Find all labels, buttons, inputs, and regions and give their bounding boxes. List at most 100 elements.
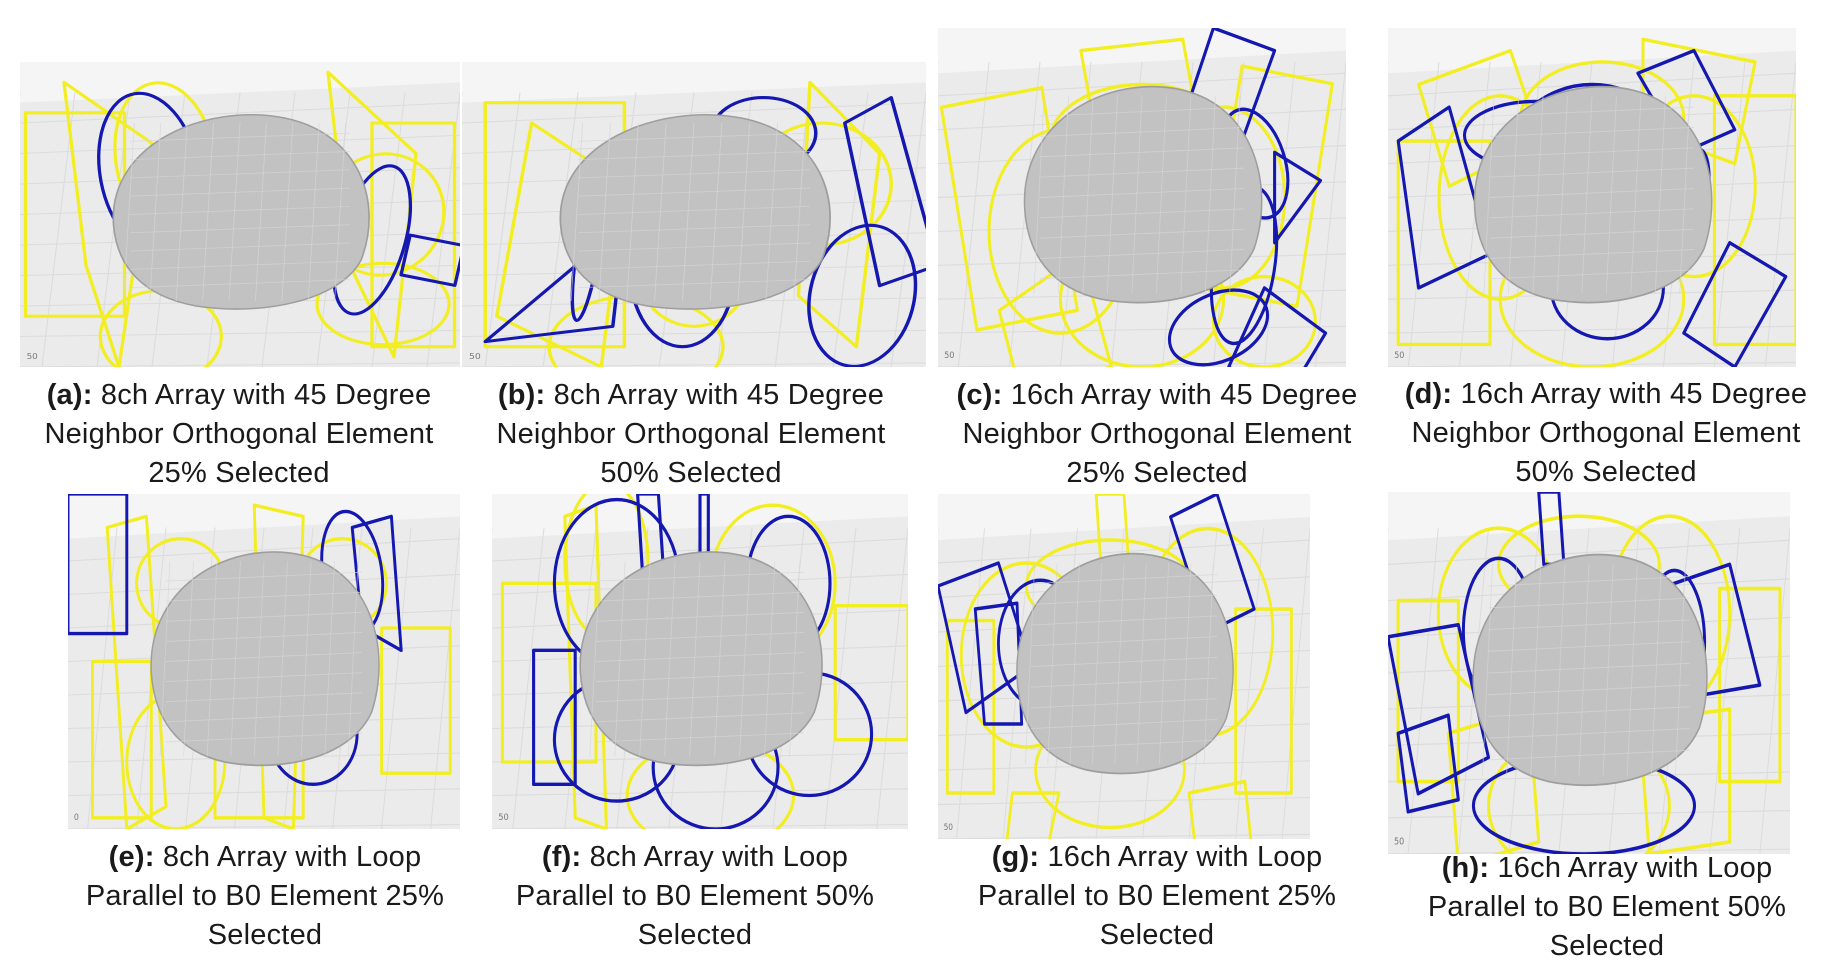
mesh-line	[681, 122, 695, 301]
selected-coil-loop	[973, 601, 1024, 726]
mesh-line	[1489, 106, 1695, 117]
mesh-line	[165, 591, 363, 602]
head-model	[579, 551, 823, 767]
caption-line: Neighbor Orthogonal Element	[962, 418, 1352, 450]
caption-line: Selected	[1549, 930, 1665, 962]
mesh-line	[1039, 269, 1245, 280]
mesh-line	[595, 672, 805, 683]
mesh-line	[1602, 564, 1614, 776]
mesh-line	[129, 242, 351, 252]
mesh-line	[1650, 564, 1662, 776]
mesh-line	[122, 122, 135, 301]
brain-surface	[112, 114, 370, 310]
unselected-coil-loop	[62, 80, 154, 367]
mesh-line	[1489, 269, 1695, 280]
mesh-line	[1039, 188, 1245, 198]
caption-line: 16ch Array with Loop	[1047, 841, 1323, 873]
mesh-line	[1626, 564, 1638, 776]
coil-array-render-b: 50	[462, 62, 926, 367]
caption-line: Neighbor Orthogonal Element	[1411, 417, 1801, 449]
head-model	[1472, 553, 1708, 787]
grid-line	[1388, 325, 1796, 334]
mesh-line	[1030, 718, 1218, 730]
grid-line	[484, 92, 521, 367]
axis-tick: 50	[469, 352, 481, 361]
caption-g: (g): 16ch Array with Loop Parallel to B0…	[932, 838, 1382, 955]
mesh-line	[1039, 228, 1245, 239]
mesh-line	[165, 712, 363, 723]
mesh-line	[1489, 126, 1695, 137]
mesh-line	[1489, 208, 1695, 219]
mesh-line	[324, 560, 335, 757]
mesh-line	[1489, 188, 1695, 198]
mesh-line	[1488, 619, 1690, 631]
caption-f: (f): 8ch Array with Loop Parallel to B0 …	[470, 838, 920, 955]
unselected-coil-loop	[91, 659, 153, 820]
grid-line	[957, 61, 990, 367]
mesh-line	[1654, 95, 1666, 294]
mesh-line	[1482, 564, 1493, 776]
grid-line	[462, 362, 926, 367]
mesh-line	[1057, 95, 1069, 294]
unselected-coil-loop	[945, 618, 996, 795]
grid-line	[1388, 848, 1790, 854]
caption-tag: (g):	[991, 841, 1040, 873]
head-model	[559, 114, 831, 310]
brain-mesh	[1033, 95, 1245, 294]
caption-tag: (b):	[497, 379, 546, 411]
unselected-coil-loop	[1211, 274, 1317, 367]
coil-array-render-d: 50	[1388, 28, 1796, 367]
grid-line	[1281, 528, 1310, 839]
caption-line: Parallel to B0 Element 25%	[85, 880, 445, 912]
axis-tick: 50	[944, 821, 953, 832]
mesh-line	[175, 122, 188, 301]
brain-surface	[150, 551, 380, 767]
grid-line	[1764, 61, 1796, 367]
mesh-line	[1489, 228, 1695, 239]
mesh-line	[737, 122, 751, 301]
coil-array-svg: 50	[1388, 492, 1790, 854]
mesh-line	[1630, 95, 1642, 294]
mesh-line	[714, 560, 726, 757]
caption-h: (h): 16ch Array with Loop Parallel to B0…	[1387, 849, 1827, 966]
unselected-coil-loop	[1712, 94, 1796, 347]
grid-line	[1713, 61, 1746, 367]
head-model	[1473, 85, 1713, 304]
caption-line: Parallel to B0 Element 50%	[515, 880, 875, 912]
grid-line	[430, 527, 460, 829]
mesh-line	[1039, 126, 1245, 137]
mesh-line	[1039, 147, 1245, 158]
mesh-line	[165, 652, 363, 662]
mesh-line	[595, 632, 805, 642]
mesh-line	[1203, 562, 1214, 765]
mesh-line	[595, 732, 805, 743]
grid-line	[68, 823, 460, 829]
selected-coil-loop	[1682, 241, 1788, 367]
mesh-line	[709, 122, 723, 301]
mesh-line	[129, 260, 351, 270]
mesh-line	[793, 122, 806, 301]
mesh-line	[254, 122, 267, 301]
caption-line: Selected	[1099, 919, 1215, 951]
unselected-coil-loop	[315, 261, 451, 347]
mesh-line	[595, 591, 805, 602]
mesh-line	[789, 560, 801, 757]
mesh-line	[1489, 167, 1695, 178]
caption-line: 50% Selected	[1515, 456, 1697, 488]
coil-array-svg: 0	[68, 494, 460, 829]
unselected-coil-loop	[1234, 607, 1293, 795]
grid-line	[1263, 61, 1296, 367]
grid-line	[890, 92, 926, 367]
grid-line	[1407, 528, 1439, 854]
mesh-line	[165, 672, 363, 683]
mesh-line	[129, 205, 351, 215]
coil-array-svg: 50	[938, 494, 1310, 839]
mesh-line	[1581, 95, 1593, 294]
caption-line: 50% Selected	[600, 457, 782, 489]
brain-surface	[579, 551, 823, 767]
caption-a: (a): 8ch Array with 45 Degree Neighbor O…	[14, 376, 464, 493]
head-model	[112, 114, 370, 310]
mesh-line	[1047, 562, 1058, 765]
axis-tick: 50	[944, 351, 954, 361]
caption-d: (d): 16ch Array with 45 Degree Neighbor …	[1386, 375, 1826, 492]
